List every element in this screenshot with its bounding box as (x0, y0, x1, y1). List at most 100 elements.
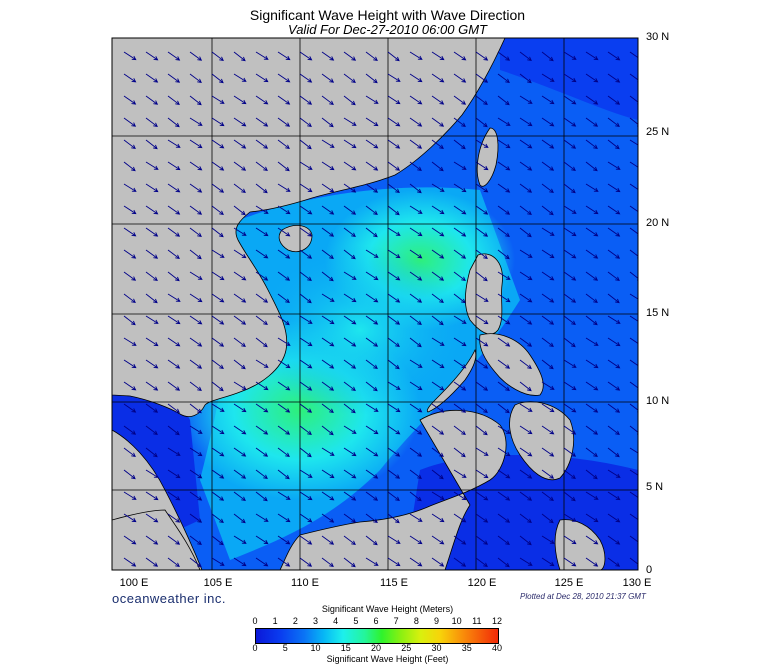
wave-arrow (343, 271, 357, 280)
wave-arrow (387, 491, 400, 501)
wave-arrow (145, 315, 159, 324)
wave-arrow (365, 205, 378, 215)
wave-arrow (387, 117, 401, 127)
wave-arrow (585, 557, 599, 567)
wave-arrow (563, 513, 577, 522)
wave-arrow (167, 227, 181, 237)
wave-arrow (123, 227, 137, 237)
wave-arrow (365, 95, 379, 104)
wave-arrow (211, 381, 224, 392)
wave-arrow (475, 557, 488, 567)
wave-arrow (211, 535, 224, 546)
wave-arrow (607, 359, 621, 369)
wave-arrow (233, 469, 247, 479)
wave-arrow (167, 161, 181, 171)
wave-arrow (189, 51, 203, 61)
wave-arrow (541, 447, 555, 457)
wave-arrow (607, 469, 621, 478)
wave-arrow (167, 139, 181, 148)
wave-arrow (431, 447, 444, 457)
wave-arrow (607, 315, 621, 324)
wave-arrow (475, 293, 489, 302)
wave-arrow (629, 95, 638, 105)
wave-arrow (189, 513, 203, 523)
wave-arrow (497, 381, 510, 391)
land-visayas (479, 333, 544, 396)
wave-arrow (365, 557, 379, 566)
wave-arrow (321, 271, 334, 282)
wave-arrow (453, 95, 467, 105)
wave-arrow (519, 403, 533, 412)
wave-arrow (277, 359, 291, 369)
wave-arrow (299, 95, 313, 105)
wave-arrow (233, 117, 247, 127)
wave-arrow (167, 95, 180, 105)
wave-arrow (629, 403, 638, 413)
wave-arrow (167, 249, 180, 259)
feet-tick: 30 (431, 643, 442, 653)
wave-arrow (277, 51, 291, 61)
wave-arrow (475, 535, 489, 545)
wave-arrow (343, 381, 356, 391)
wave-arrow (387, 403, 401, 413)
wave-arrow (475, 205, 489, 215)
wave-arrow (409, 557, 423, 567)
wave-arrow (629, 227, 638, 237)
wave-arrow (321, 403, 334, 413)
wave-arrow (453, 557, 467, 567)
wave-arrow (409, 359, 423, 368)
wave-arrow (497, 403, 510, 414)
wave-arrow (277, 227, 291, 237)
lat-label-15n: 15 N (646, 307, 670, 319)
wave-arrow (519, 249, 533, 258)
wave-arrow (233, 161, 247, 171)
wave-arrow (453, 381, 467, 391)
wave-arrow (585, 403, 599, 413)
wave-arrow (365, 447, 379, 457)
wave-arrow (123, 205, 137, 215)
wave-arrow (277, 271, 291, 281)
wave-arrow (519, 557, 533, 566)
wave-arrow (321, 469, 335, 479)
wave-arrow (431, 73, 445, 83)
wave-arrow (475, 271, 488, 282)
wave-arrow (277, 117, 291, 127)
wave-arrow (255, 403, 269, 413)
wave-arrow (475, 139, 489, 148)
wave-arrow (387, 337, 400, 347)
wave-arrow (343, 359, 357, 369)
wave-arrow (299, 535, 313, 545)
wave-arrow (299, 513, 313, 523)
wave-arrow (409, 249, 423, 259)
wave-arrow (211, 359, 224, 369)
wave-arrow (123, 425, 137, 435)
wave-arrow (277, 557, 291, 567)
wave-arrow (145, 447, 158, 458)
wave-arrow (145, 381, 159, 391)
wave-arrow (233, 249, 247, 259)
wave-arrow (585, 535, 599, 545)
wave-arrow (629, 513, 638, 523)
wave-arrow (167, 469, 181, 479)
wave-arrow (255, 271, 269, 281)
wave-arrow (123, 139, 136, 149)
wave-arrow (541, 337, 554, 347)
wave-arrow (431, 337, 445, 346)
wave-arrow (233, 447, 247, 457)
wave-arrow (123, 381, 137, 391)
wave-arrow (607, 117, 620, 127)
wave-arrow (497, 337, 511, 347)
meters-tick: 4 (333, 616, 339, 626)
wave-arrow (233, 205, 246, 216)
wave-arrow (409, 403, 423, 413)
wave-arrow (629, 315, 638, 324)
wave-arrow (431, 117, 445, 127)
feet-tick: 40 (491, 643, 502, 653)
wave-arrow (365, 535, 378, 546)
wave-arrow (607, 557, 621, 567)
wave-arrow (343, 227, 356, 237)
map-subtitle: Valid For Dec-27-2010 06:00 GMT (288, 22, 487, 37)
wave-arrow (167, 447, 181, 456)
wave-arrow (431, 359, 445, 369)
wave-arrow (189, 205, 203, 215)
